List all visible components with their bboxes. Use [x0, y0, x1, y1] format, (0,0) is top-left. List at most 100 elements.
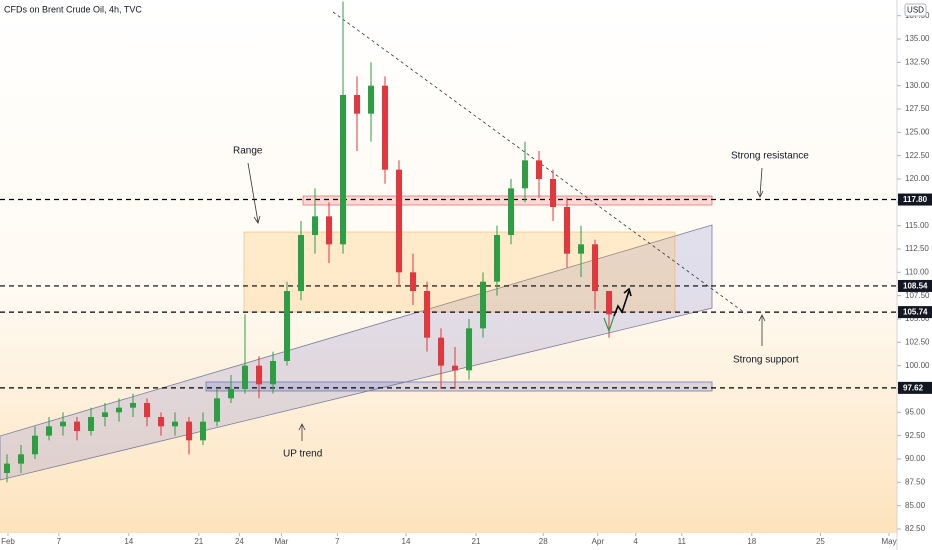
- y-tick-label: 82.50: [905, 524, 926, 533]
- candle-body: [102, 412, 109, 417]
- y-tick-label: 125.00: [905, 127, 930, 136]
- x-tick-label: 21: [194, 537, 203, 546]
- candle-body: [256, 365, 263, 385]
- candle-body: [32, 435, 39, 455]
- candle-body: [368, 85, 375, 114]
- levels: [0, 198, 897, 389]
- y-tick-label: 120.00: [905, 174, 930, 183]
- x-tick-label: 4: [633, 537, 638, 546]
- y-tick-label: 135.00: [905, 34, 930, 43]
- y-tick-label: 130.00: [905, 81, 930, 90]
- level-label: 105.74: [903, 308, 928, 317]
- x-tick-label: Apr: [592, 537, 605, 546]
- x-tick-label: 25: [816, 537, 825, 546]
- arrow: [759, 167, 763, 197]
- candle-body: [18, 454, 25, 464]
- x-tick-label: Feb: [1, 537, 15, 546]
- candle-body: [270, 360, 277, 385]
- y-tick-label: 105.00: [905, 314, 930, 323]
- annotation-arrows: [247, 162, 766, 441]
- price-axis-background: [897, 0, 932, 550]
- arrow-head: [756, 190, 764, 198]
- candle-body: [480, 281, 487, 329]
- candle-body: [186, 421, 193, 441]
- projection-head: [623, 287, 632, 297]
- candle-body: [228, 388, 235, 399]
- y-tick-label: 102.50: [905, 337, 930, 346]
- candle-body: [508, 188, 515, 236]
- arrow: [247, 162, 259, 223]
- x-tick-label: 14: [124, 537, 133, 546]
- candle-body: [74, 421, 81, 431]
- candle-body: [88, 416, 95, 431]
- candle-body: [550, 179, 557, 208]
- candles: [4, 1, 613, 483]
- candle-body: [326, 216, 333, 245]
- x-tick-label: 14: [402, 537, 411, 546]
- y-tick-label: 110.00: [905, 267, 929, 276]
- annotation: Strong support: [733, 355, 799, 366]
- currency-badge: [904, 3, 927, 17]
- candle-body: [172, 421, 179, 427]
- y-tick-label: 87.50: [905, 477, 926, 486]
- candle-body: [410, 272, 417, 291]
- arrow-head: [758, 314, 766, 322]
- x-tick-label: 18: [747, 537, 756, 546]
- level-label: 108.54: [903, 282, 928, 291]
- projection-dip: [603, 315, 615, 333]
- currency: USD: [907, 6, 924, 15]
- candle-body: [396, 169, 403, 273]
- chart-title: CFDs on Brent Crude Oil, 4h, TVC: [4, 4, 142, 14]
- time-axis-background: [0, 533, 897, 550]
- candle-body: [116, 407, 123, 413]
- trend-line: [332, 11, 746, 314]
- candle-body: [130, 402, 137, 408]
- level-badge: [898, 381, 932, 394]
- y-tick-label: 122.50: [905, 151, 930, 160]
- candle-body: [592, 244, 599, 291]
- level-badge: [898, 306, 932, 319]
- x-tick-label: 28: [539, 537, 548, 546]
- level-label: 97.62: [903, 383, 924, 392]
- candle-body: [214, 398, 221, 422]
- x-tick-label: 24: [235, 537, 244, 546]
- y-tick-label: 112.50: [905, 244, 929, 253]
- candle-body: [382, 85, 389, 170]
- y-tick-label: 95.00: [905, 407, 926, 416]
- candle-body: [144, 402, 151, 417]
- candle-body: [340, 95, 347, 245]
- time-axis: Feb 7 14 21 24 Mar 7 14 21 28 Apr 4 11 18 25 May: [1, 533, 897, 546]
- candle-body: [200, 421, 207, 441]
- candle-body: [522, 160, 529, 189]
- candle-body: [284, 290, 291, 361]
- candle-body: [298, 235, 305, 291]
- y-tick-label: 115.00: [905, 221, 929, 230]
- support-zone: [205, 381, 713, 392]
- x-tick-label: 21: [472, 537, 481, 546]
- resistance-zone: [302, 195, 713, 206]
- y-tick-label: 100.00: [905, 361, 930, 370]
- y-tick-label: 107.50: [905, 291, 930, 300]
- candle-body: [536, 160, 543, 180]
- candle-body: [60, 421, 67, 427]
- level-label: 117.80: [903, 195, 928, 204]
- candle-body: [158, 416, 165, 427]
- candle-body: [354, 95, 361, 114]
- y-tick-label: 132.50: [905, 57, 930, 66]
- y-tick-label: 90.00: [905, 454, 926, 463]
- y-tick-label: 127.50: [905, 104, 930, 113]
- annotation: Strong resistance: [731, 151, 809, 162]
- candle-body: [4, 463, 11, 473]
- candle-body: [578, 244, 585, 254]
- candle-body: [46, 426, 53, 436]
- candle-body: [564, 207, 571, 254]
- uptrend-channel: [0, 224, 713, 481]
- x-tick-label: 7: [57, 537, 62, 546]
- candle-body: [466, 328, 473, 371]
- candle-body: [494, 235, 501, 282]
- projection-path: [613, 290, 630, 317]
- candle-body: [242, 365, 249, 389]
- x-tick-label: 11: [678, 537, 687, 546]
- annotation: UP trend: [283, 449, 322, 460]
- annotation: Range: [233, 146, 263, 157]
